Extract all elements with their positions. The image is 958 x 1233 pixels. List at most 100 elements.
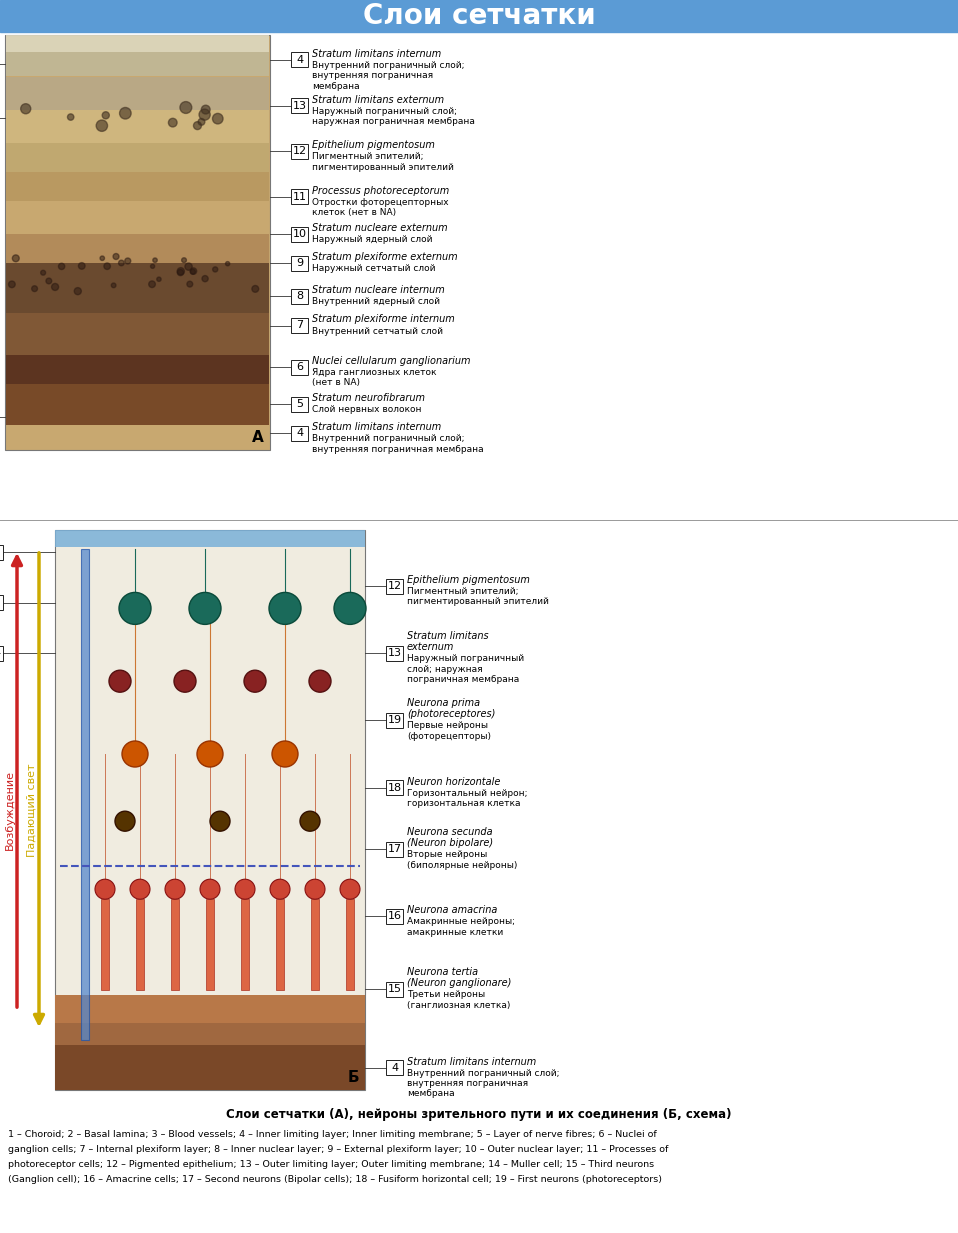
FancyBboxPatch shape bbox=[291, 397, 308, 412]
Text: 10: 10 bbox=[293, 229, 307, 239]
Circle shape bbox=[187, 281, 193, 287]
Text: 5: 5 bbox=[296, 399, 304, 409]
Circle shape bbox=[130, 879, 150, 899]
Circle shape bbox=[165, 879, 185, 899]
Text: 13: 13 bbox=[388, 649, 402, 658]
FancyBboxPatch shape bbox=[291, 227, 308, 242]
Text: 15: 15 bbox=[388, 984, 402, 994]
Bar bbox=[241, 899, 249, 990]
Bar bbox=[55, 530, 365, 546]
FancyBboxPatch shape bbox=[291, 99, 308, 113]
Text: Stratum nucleare internum: Stratum nucleare internum bbox=[312, 286, 445, 296]
Text: Stratum limitans externum: Stratum limitans externum bbox=[312, 95, 445, 105]
Text: Stratum plexiforme internum: Stratum plexiforme internum bbox=[312, 314, 455, 324]
Circle shape bbox=[95, 879, 115, 899]
Circle shape bbox=[177, 268, 185, 275]
Circle shape bbox=[180, 101, 192, 113]
Circle shape bbox=[120, 107, 131, 120]
FancyBboxPatch shape bbox=[291, 425, 308, 441]
Circle shape bbox=[152, 258, 157, 263]
Bar bbox=[136, 899, 144, 990]
Circle shape bbox=[119, 592, 151, 624]
Text: Epithelium pigmentosum: Epithelium pigmentosum bbox=[312, 141, 435, 150]
Circle shape bbox=[96, 120, 107, 132]
Bar bbox=[311, 899, 319, 990]
Text: 7: 7 bbox=[296, 321, 304, 330]
Bar bbox=[6, 383, 269, 425]
Circle shape bbox=[58, 263, 65, 270]
Circle shape bbox=[199, 109, 210, 121]
FancyBboxPatch shape bbox=[386, 1060, 403, 1075]
Bar bbox=[55, 530, 365, 1090]
Circle shape bbox=[225, 261, 230, 266]
FancyBboxPatch shape bbox=[291, 318, 308, 333]
Text: Наружный ядерный слой: Наружный ядерный слой bbox=[312, 236, 432, 244]
Text: Падающий свет: Падающий свет bbox=[27, 763, 37, 857]
Text: Пигментный эпителий;
пигментированный эпителий: Пигментный эпителий; пигментированный эп… bbox=[407, 587, 549, 607]
FancyBboxPatch shape bbox=[386, 578, 403, 593]
Text: Stratum limitans internum: Stratum limitans internum bbox=[312, 49, 442, 59]
Text: Neurona secunda
(Neuron bipolare): Neurona secunda (Neuron bipolare) bbox=[407, 826, 493, 848]
Circle shape bbox=[252, 286, 259, 292]
Circle shape bbox=[122, 741, 148, 767]
Circle shape bbox=[210, 811, 230, 831]
Text: Амакринные нейроны;
амакринные клетки: Амакринные нейроны; амакринные клетки bbox=[407, 917, 515, 937]
Text: 4: 4 bbox=[296, 55, 304, 65]
Circle shape bbox=[79, 263, 85, 269]
Text: Processus photoreceptorum: Processus photoreceptorum bbox=[312, 186, 449, 196]
FancyBboxPatch shape bbox=[386, 909, 403, 924]
Bar bbox=[206, 899, 214, 990]
Text: Горизонтальный нейрон;
горизонтальная клетка: Горизонтальный нейрон; горизонтальная кл… bbox=[407, 789, 528, 808]
Circle shape bbox=[125, 258, 131, 264]
Text: Наружный пограничный слой;
наружная пограничная мембрана: Наружный пограничный слой; наружная погр… bbox=[312, 106, 475, 126]
Text: 19: 19 bbox=[388, 715, 402, 725]
Circle shape bbox=[197, 741, 223, 767]
Circle shape bbox=[169, 118, 177, 127]
Text: Третьи нейроны
(ганглиозная клетка): Третьи нейроны (ганглиозная клетка) bbox=[407, 990, 511, 1010]
Text: photoreceptor cells; 12 – Pigmented epithelium; 13 – Outer limiting layer; Outer: photoreceptor cells; 12 – Pigmented epit… bbox=[8, 1160, 654, 1169]
Text: Первые нейроны
(фоторецепторы): Первые нейроны (фоторецепторы) bbox=[407, 721, 491, 741]
Circle shape bbox=[185, 263, 193, 270]
Circle shape bbox=[113, 254, 119, 259]
Bar bbox=[6, 52, 269, 76]
FancyBboxPatch shape bbox=[0, 646, 4, 661]
Text: 1 – Choroid; 2 – Basal lamina; 3 – Blood vessels; 4 – Inner limiting layer; Inne: 1 – Choroid; 2 – Basal lamina; 3 – Blood… bbox=[8, 1129, 657, 1139]
Bar bbox=[6, 76, 269, 110]
Circle shape bbox=[174, 671, 196, 692]
FancyBboxPatch shape bbox=[386, 780, 403, 795]
Bar bbox=[55, 1046, 365, 1090]
Circle shape bbox=[244, 671, 266, 692]
Bar bbox=[6, 201, 269, 234]
Circle shape bbox=[340, 879, 360, 899]
Bar bbox=[6, 171, 269, 201]
Bar bbox=[0, 0, 958, 32]
Circle shape bbox=[52, 284, 58, 291]
Bar bbox=[5, 35, 270, 450]
Bar bbox=[6, 35, 269, 52]
FancyBboxPatch shape bbox=[0, 545, 4, 560]
Circle shape bbox=[213, 266, 217, 272]
Circle shape bbox=[305, 879, 325, 899]
Text: 16: 16 bbox=[388, 911, 402, 921]
Text: ganglion cells; 7 – Internal plexiform layer; 8 – Inner nuclear layer; 9 – Exter: ganglion cells; 7 – Internal plexiform l… bbox=[8, 1145, 669, 1154]
Text: 6: 6 bbox=[296, 363, 304, 372]
Text: Внутренний пограничный слой;
внутренняя пограничная
мембрана: Внутренний пограничный слой; внутренняя … bbox=[312, 60, 465, 91]
Circle shape bbox=[198, 118, 205, 126]
Bar bbox=[6, 143, 269, 171]
Bar bbox=[346, 899, 354, 990]
Text: Stratum plexiforme externum: Stratum plexiforme externum bbox=[312, 253, 458, 263]
Circle shape bbox=[157, 277, 161, 281]
Text: Neuron horizontale: Neuron horizontale bbox=[407, 777, 500, 787]
Bar bbox=[6, 313, 269, 355]
Text: 12: 12 bbox=[293, 147, 308, 157]
Bar bbox=[81, 549, 89, 1041]
Circle shape bbox=[103, 263, 110, 270]
FancyBboxPatch shape bbox=[386, 646, 403, 661]
Text: Epithelium pigmentosum: Epithelium pigmentosum bbox=[407, 575, 530, 584]
FancyBboxPatch shape bbox=[291, 52, 308, 68]
Text: 18: 18 bbox=[388, 783, 402, 793]
Text: Ядра ганглиозных клеток
(нет в NA): Ядра ганглиозных клеток (нет в NA) bbox=[312, 367, 437, 387]
Circle shape bbox=[272, 741, 298, 767]
Text: 14: 14 bbox=[0, 649, 2, 658]
Bar bbox=[6, 355, 269, 383]
